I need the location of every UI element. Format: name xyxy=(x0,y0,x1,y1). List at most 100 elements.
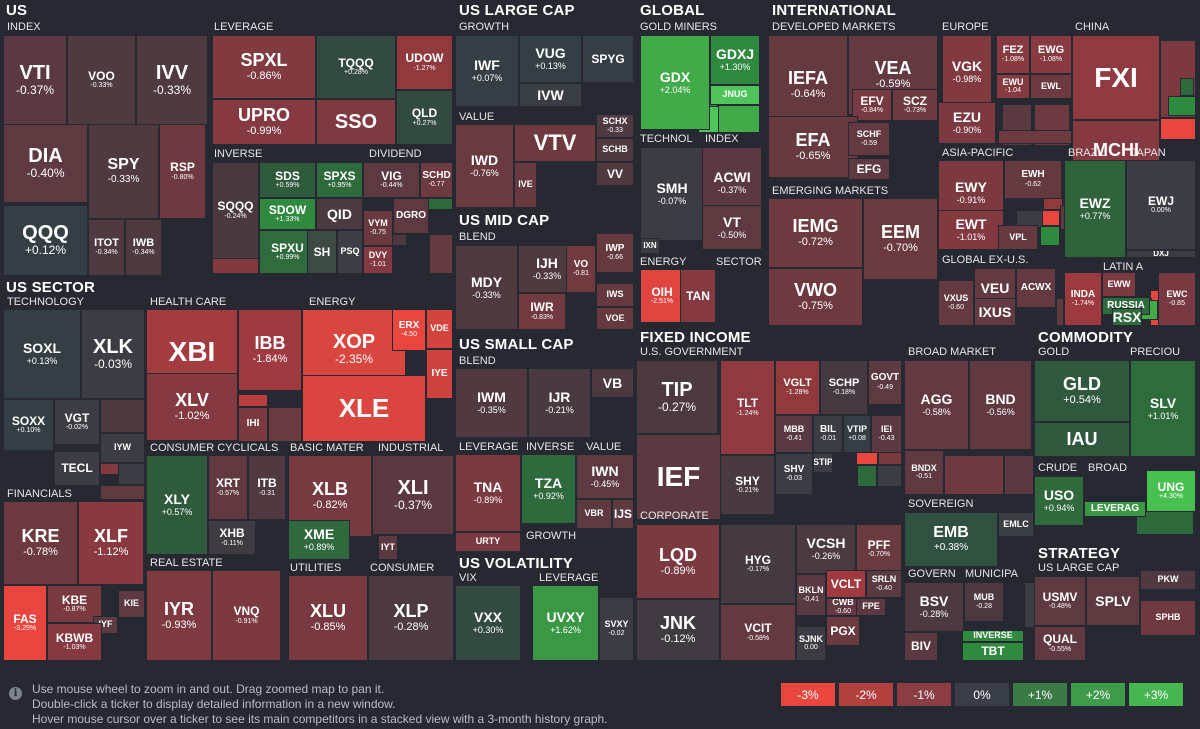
ticker-tile-vglt[interactable]: VGLT -1.28% xyxy=(775,360,820,415)
ticker-tile-gdx[interactable]: GDX +2.04% xyxy=(640,35,710,130)
ticker-tile-ewh[interactable]: EWH -0.62 xyxy=(1004,160,1062,199)
ticker-tile-bsv[interactable]: BSV -0.28% xyxy=(904,582,964,632)
ticker-tile-vbr[interactable]: VBR xyxy=(576,499,612,529)
ticker-tile-urty[interactable]: URTY xyxy=(455,532,521,552)
ticker-tile-iwf[interactable]: IWF +0.07% xyxy=(455,35,519,107)
ticker-tile-schp[interactable]: SCHP -0.18% xyxy=(820,360,868,415)
ticker-tile-vb[interactable]: VB xyxy=(591,368,634,398)
ticker-tile-itb[interactable]: ITB -0.31 xyxy=(248,455,286,520)
ticker-tile-bnd[interactable]: BND -0.56% xyxy=(969,360,1032,450)
ticker-tile-iye[interactable]: IYE xyxy=(426,349,453,399)
ticker-tile-sqqq[interactable]: SQQQ -0.24% xyxy=(212,162,259,259)
ticker-tile-xme[interactable]: XME +0.89% xyxy=(288,520,350,560)
ticker-tile-dia[interactable]: DIA -0.40% xyxy=(3,124,88,203)
ticker-tile-upro[interactable]: UPRO -0.99% xyxy=(212,99,316,145)
ticker-tile-rsp[interactable]: RSP -0.80% xyxy=(159,124,206,219)
minor-ticker-tile[interactable] xyxy=(1004,455,1034,495)
minor-ticker-tile[interactable] xyxy=(100,399,145,433)
ticker-tile-kre[interactable]: KRE -0.78% xyxy=(3,501,78,585)
ticker-tile-shv[interactable]: SHV -0.03 xyxy=(775,453,813,495)
ticker-tile-lqd[interactable]: LQD -0.89% xyxy=(636,524,720,599)
minor-ticker-tile[interactable] xyxy=(1042,210,1060,226)
ticker-tile-scz[interactable]: SCZ -0.73% xyxy=(892,89,938,121)
ticker-tile-mbb[interactable]: MBB -0.41 xyxy=(775,415,813,453)
ticker-tile-jnk[interactable]: JNK -0.12% xyxy=(636,599,720,661)
ticker-tile-sjnk[interactable]: SJNK 0.00 xyxy=(796,626,826,661)
ticker-tile-uvxy[interactable]: UVXY +1.62% xyxy=(532,585,599,661)
ticker-tile-shy[interactable]: SHY -0.21% xyxy=(720,455,775,515)
ticker-tile-spxl[interactable]: SPXL -0.86% xyxy=(212,35,316,99)
minor-ticker-tile[interactable] xyxy=(857,465,877,487)
ticker-tile-vym[interactable]: VYM -0.75 xyxy=(363,210,393,246)
ticker-tile-usmv[interactable]: USMV -0.48% xyxy=(1034,576,1086,626)
minor-ticker-tile[interactable] xyxy=(1180,78,1194,96)
ticker-tile-efv[interactable]: EFV -0.84% xyxy=(852,89,892,121)
ticker-tile-iei[interactable]: IEI -0.43 xyxy=(871,415,902,453)
ticker-tile-ijr[interactable]: IJR -0.21% xyxy=(528,368,591,438)
ticker-tile-spxs[interactable]: SPXS +0.95% xyxy=(316,162,363,198)
ticker-tile-iwr[interactable]: IWR -0.83% xyxy=(518,293,566,330)
ticker-tile-ijs[interactable]: IJS xyxy=(612,499,634,529)
ticker-tile-qld[interactable]: QLD +0.27% xyxy=(396,90,453,145)
ticker-tile-iwb[interactable]: IWB -0.34% xyxy=(125,219,162,276)
ticker-tile-dxj[interactable]: DXJ xyxy=(1126,250,1196,258)
ticker-tile-ewl[interactable]: EWL xyxy=(1030,74,1072,99)
minor-ticker-tile[interactable] xyxy=(1040,226,1060,246)
ticker-tile-ibb[interactable]: IBB -1.84% xyxy=(238,309,302,391)
ticker-tile-acwx[interactable]: ACWX xyxy=(1016,268,1056,308)
ticker-tile-ewz[interactable]: EWZ +0.77% xyxy=(1064,160,1126,258)
ticker-tile-ive[interactable]: IVE xyxy=(514,162,537,208)
ticker-tile-splv[interactable]: SPLV xyxy=(1086,576,1140,626)
ticker-tile-spyg[interactable]: SPYG xyxy=(582,35,634,83)
ticker-tile-iwn[interactable]: IWN -0.45% xyxy=(576,454,634,499)
ticker-tile-vcit[interactable]: VCIT -0.58% xyxy=(720,604,796,661)
minor-ticker-tile[interactable] xyxy=(429,234,453,274)
ticker-tile-inverse[interactable]: INVERSE xyxy=(962,630,1024,642)
ticker-tile-udow[interactable]: UDOW -1.27% xyxy=(396,35,453,90)
ticker-tile-ewg[interactable]: EWG -1.08% xyxy=(1030,35,1072,74)
minor-ticker-tile[interactable] xyxy=(118,463,145,485)
ticker-tile-kbwb[interactable]: KBWB -1.03% xyxy=(47,623,102,661)
ticker-tile-xlv[interactable]: XLV -1.02% xyxy=(146,373,238,441)
minor-ticker-tile[interactable] xyxy=(54,486,100,488)
ticker-tile-tbt[interactable]: TBT xyxy=(962,642,1024,661)
ticker-tile-iyt[interactable]: IYT xyxy=(378,535,398,560)
ticker-tile-ewc[interactable]: EWC -0.85 xyxy=(1158,272,1196,326)
ticker-tile-efa[interactable]: EFA -0.65% xyxy=(768,116,858,178)
ticker-tile-pgx[interactable]: PGX xyxy=(826,616,860,646)
ticker-tile-xle[interactable]: XLE xyxy=(302,375,426,442)
ticker-tile-psq[interactable]: PSQ xyxy=(337,230,363,274)
ticker-tile-bndx[interactable]: BNDX -0.51 xyxy=(904,450,944,495)
ticker-tile-vo[interactable]: VO -0.81 xyxy=(566,245,596,293)
ticker-tile-tip[interactable]: TIP -0.27% xyxy=(636,360,718,434)
ticker-tile-iyw[interactable]: IYW xyxy=(100,433,145,463)
minor-ticker-tile[interactable] xyxy=(268,407,302,442)
ticker-tile-sso[interactable]: SSO xyxy=(316,99,396,145)
ticker-tile-vxus[interactable]: VXUS -0.60 xyxy=(938,280,974,326)
ticker-tile-leverag[interactable]: LEVERAG xyxy=(1084,501,1146,517)
ticker-tile-vv[interactable]: VV xyxy=(596,162,634,186)
ticker-tile-vpl[interactable]: VPL xyxy=(998,225,1038,250)
ticker-tile-schf[interactable]: SCHF -0.59 xyxy=(848,122,890,156)
ticker-tile-vtv[interactable]: VTV xyxy=(514,124,596,162)
ticker-tile-bkln[interactable]: BKLN -0.41 xyxy=(796,574,826,616)
ticker-tile-qqq[interactable]: QQQ +0.12% xyxy=(3,205,88,276)
ticker-tile-vnq[interactable]: VNQ -0.91% xyxy=(212,570,281,661)
ticker-tile-jnug[interactable]: JNUG xyxy=(710,85,760,105)
minor-ticker-tile[interactable] xyxy=(238,394,268,407)
ticker-tile-bil[interactable]: BIL -0.01 xyxy=(813,415,843,453)
ticker-tile-tna[interactable]: TNA -0.89% xyxy=(455,454,521,532)
ticker-tile-slv[interactable]: SLV +1.01% xyxy=(1130,360,1196,457)
ticker-tile-iwm[interactable]: IWM -0.35% xyxy=(455,368,528,438)
ticker-tile-rsx[interactable]: RSX xyxy=(1112,308,1142,326)
ticker-tile-xlp[interactable]: XLP -0.28% xyxy=(368,575,454,661)
ticker-tile-tecl[interactable]: TECL xyxy=(54,451,100,486)
ticker-tile-fpe[interactable]: FPE xyxy=(856,598,886,616)
ticker-tile-agg[interactable]: AGG -0.58% xyxy=(904,360,969,450)
ticker-tile-xly[interactable]: XLY +0.57% xyxy=(146,455,208,555)
ticker-tile-xli[interactable]: XLI -0.37% xyxy=(372,455,454,535)
ticker-tile-xlb[interactable]: XLB -0.82% xyxy=(288,455,372,537)
ticker-tile-fez[interactable]: FEZ -1.08% xyxy=(996,35,1030,74)
ticker-tile-vxx[interactable]: VXX +0.30% xyxy=(455,585,521,661)
ticker-tile-ixus[interactable]: IXUS xyxy=(974,298,1016,326)
